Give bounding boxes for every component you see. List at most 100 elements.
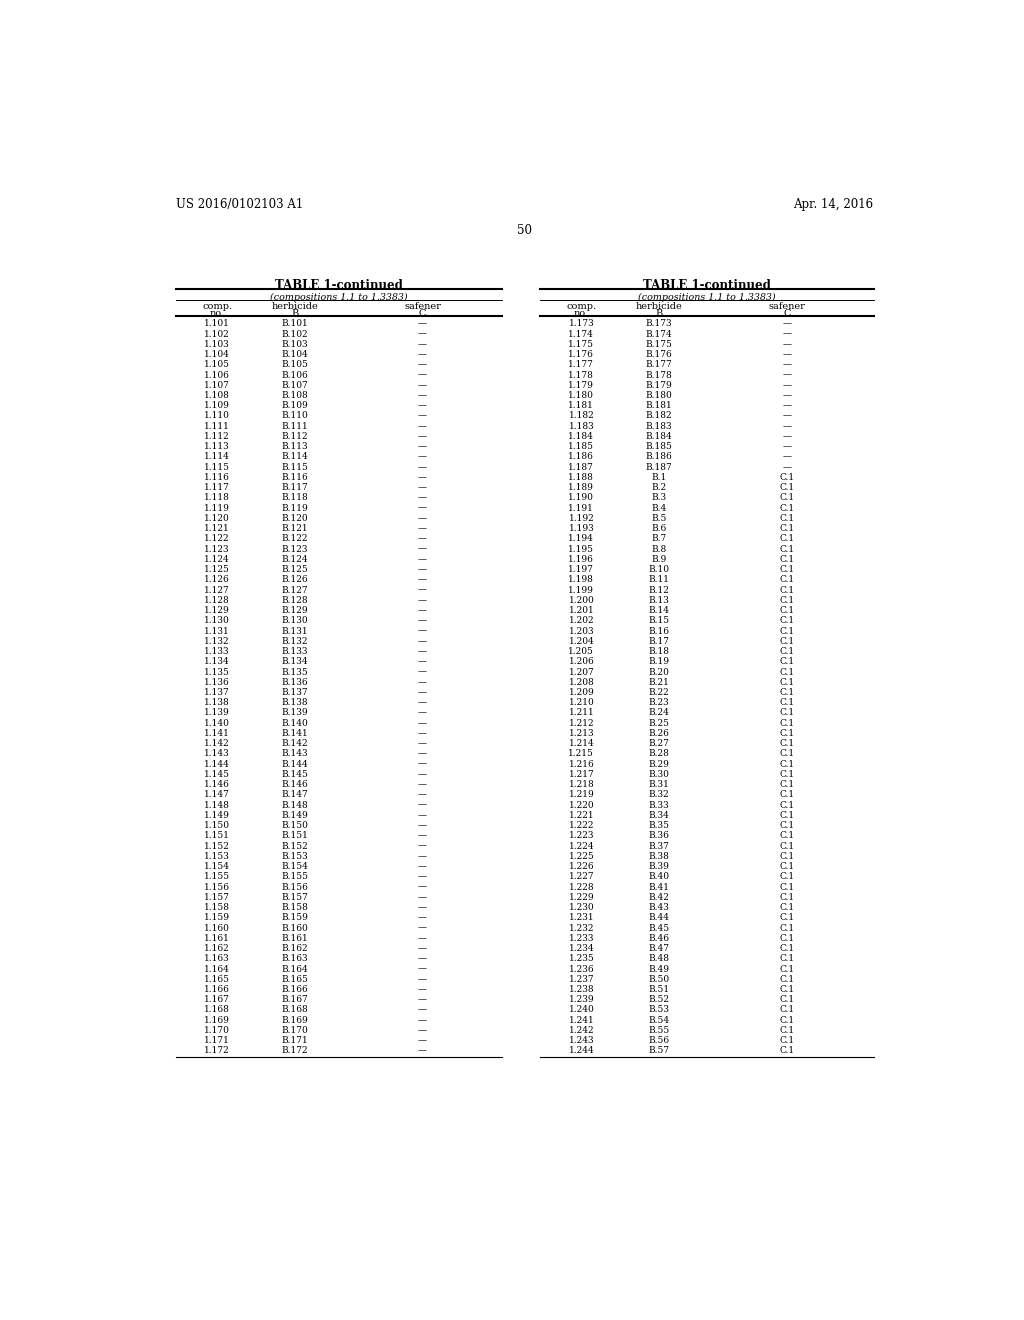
Text: 1.180: 1.180: [568, 391, 594, 400]
Text: 1.114: 1.114: [204, 453, 230, 462]
Text: C.1: C.1: [779, 698, 795, 708]
Text: B.19: B.19: [648, 657, 670, 667]
Text: B.172: B.172: [282, 1047, 308, 1056]
Text: B.130: B.130: [282, 616, 308, 626]
Text: B.6: B.6: [651, 524, 667, 533]
Text: B.185: B.185: [645, 442, 673, 451]
Text: —: —: [418, 319, 427, 329]
Text: B.169: B.169: [282, 1015, 308, 1024]
Text: 1.174: 1.174: [568, 330, 594, 338]
Text: 1.162: 1.162: [204, 944, 230, 953]
Text: B.183: B.183: [645, 422, 672, 430]
Text: —: —: [418, 995, 427, 1005]
Text: 1.243: 1.243: [568, 1036, 594, 1045]
Text: B.106: B.106: [282, 371, 308, 380]
Text: B.21: B.21: [648, 677, 670, 686]
Text: B.186: B.186: [645, 453, 672, 462]
Text: B.126: B.126: [282, 576, 308, 585]
Text: 1.158: 1.158: [204, 903, 230, 912]
Text: —: —: [418, 729, 427, 738]
Text: B.144: B.144: [282, 760, 308, 768]
Text: —: —: [418, 883, 427, 891]
Text: 1.110: 1.110: [204, 412, 230, 421]
Text: 1.199: 1.199: [568, 586, 594, 594]
Text: C.1: C.1: [779, 627, 795, 635]
Text: B.125: B.125: [282, 565, 308, 574]
Text: 1.183: 1.183: [568, 422, 594, 430]
Text: —: —: [782, 350, 792, 359]
Text: —: —: [418, 483, 427, 492]
Text: —: —: [418, 1006, 427, 1015]
Text: B.33: B.33: [648, 801, 670, 809]
Text: —: —: [418, 862, 427, 871]
Text: C.1: C.1: [779, 1006, 795, 1015]
Text: 1.244: 1.244: [568, 1047, 594, 1056]
Text: 1.165: 1.165: [204, 974, 230, 983]
Text: B.101: B.101: [282, 319, 308, 329]
Text: B.4: B.4: [651, 504, 667, 512]
Text: B.143: B.143: [282, 750, 308, 759]
Text: C.1: C.1: [779, 821, 795, 830]
Text: —: —: [418, 851, 427, 861]
Text: TABLE 1-continued: TABLE 1-continued: [274, 280, 402, 292]
Text: —: —: [782, 330, 792, 338]
Text: herbicide: herbicide: [636, 302, 682, 312]
Text: B.23: B.23: [648, 698, 670, 708]
Text: B.139: B.139: [282, 709, 308, 718]
Text: 1.232: 1.232: [568, 924, 594, 932]
Text: 1.228: 1.228: [568, 883, 594, 891]
Text: —: —: [782, 432, 792, 441]
Text: 1.133: 1.133: [205, 647, 230, 656]
Text: 1.233: 1.233: [568, 933, 594, 942]
Text: B.9: B.9: [651, 554, 667, 564]
Text: 1.193: 1.193: [568, 524, 594, 533]
Text: C.1: C.1: [779, 688, 795, 697]
Text: 1.201: 1.201: [568, 606, 594, 615]
Text: 1.182: 1.182: [568, 412, 594, 421]
Text: 1.215: 1.215: [568, 750, 594, 759]
Text: —: —: [782, 371, 792, 380]
Text: 1.142: 1.142: [204, 739, 230, 748]
Text: B.2: B.2: [651, 483, 667, 492]
Text: 1.151: 1.151: [204, 832, 230, 841]
Text: B.134: B.134: [282, 657, 308, 667]
Text: C.1: C.1: [779, 1015, 795, 1024]
Text: B.20: B.20: [648, 668, 670, 677]
Text: C.1: C.1: [779, 965, 795, 974]
Text: 1.107: 1.107: [204, 380, 230, 389]
Text: TABLE 1-continued: TABLE 1-continued: [643, 280, 771, 292]
Text: 1.217: 1.217: [568, 770, 594, 779]
Text: B.116: B.116: [282, 473, 308, 482]
Text: B.174: B.174: [645, 330, 672, 338]
Text: —: —: [418, 780, 427, 789]
Text: 1.123: 1.123: [205, 545, 230, 553]
Text: B.120: B.120: [282, 513, 308, 523]
Text: —: —: [418, 524, 427, 533]
Text: B.12: B.12: [648, 586, 670, 594]
Text: 1.152: 1.152: [204, 842, 230, 850]
Text: —: —: [782, 339, 792, 348]
Text: 1.231: 1.231: [568, 913, 594, 923]
Text: B.164: B.164: [282, 965, 308, 974]
Text: —: —: [418, 412, 427, 421]
Text: —: —: [418, 688, 427, 697]
Text: 1.198: 1.198: [568, 576, 594, 585]
Text: 1.178: 1.178: [568, 371, 594, 380]
Text: 1.207: 1.207: [568, 668, 594, 677]
Text: 1.190: 1.190: [568, 494, 594, 503]
Text: B.158: B.158: [282, 903, 308, 912]
Text: B.115: B.115: [282, 463, 308, 471]
Text: B.55: B.55: [648, 1026, 670, 1035]
Text: 1.164: 1.164: [204, 965, 230, 974]
Text: 1.177: 1.177: [568, 360, 594, 370]
Text: 1.181: 1.181: [568, 401, 594, 411]
Text: 1.186: 1.186: [568, 453, 594, 462]
Text: B.131: B.131: [282, 627, 308, 635]
Text: C.1: C.1: [779, 535, 795, 544]
Text: —: —: [418, 965, 427, 974]
Text: —: —: [418, 1015, 427, 1024]
Text: B.30: B.30: [648, 770, 670, 779]
Text: 1.196: 1.196: [568, 554, 594, 564]
Text: 1.236: 1.236: [568, 965, 594, 974]
Text: —: —: [418, 535, 427, 544]
